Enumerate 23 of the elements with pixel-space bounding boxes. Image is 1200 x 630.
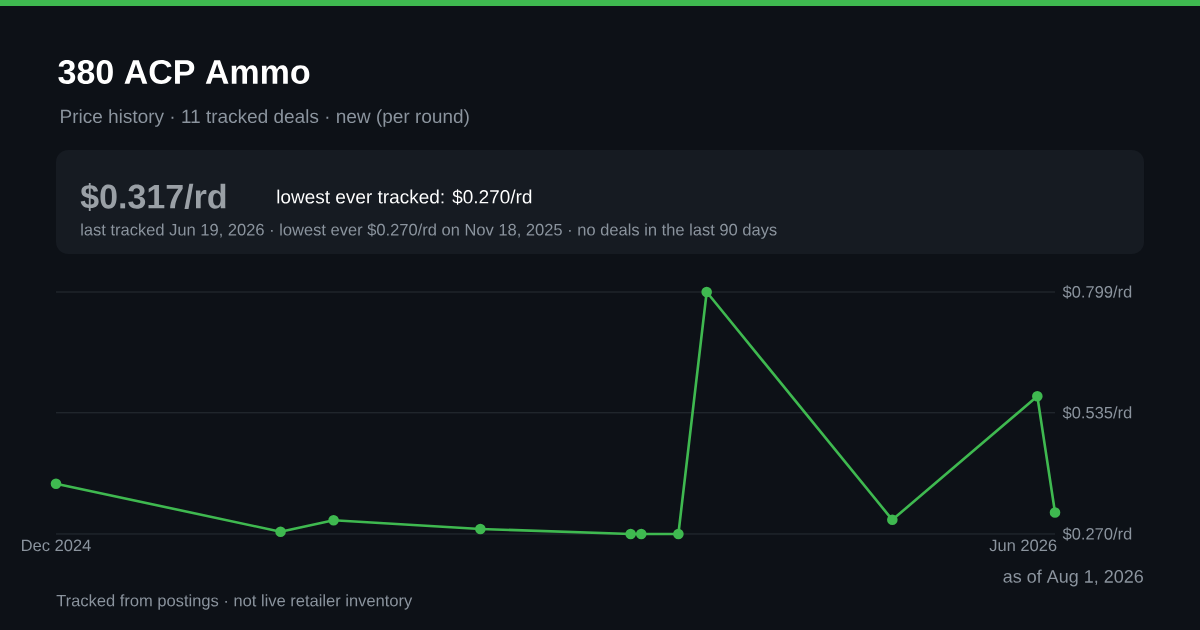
point (625, 528, 636, 540)
text: $0.317/rd (80, 183, 226, 211)
y-tick-label: $0.799/rd (1062, 285, 1132, 299)
point (328, 514, 339, 526)
point (1032, 391, 1043, 402)
point (1049, 507, 1061, 518)
y-tick-label: $0.270/rd (1062, 527, 1132, 541)
point (275, 526, 286, 538)
point (887, 514, 898, 526)
text: lowest ever tracked: $0.270/rd (277, 189, 532, 205)
text: Tracked from postings · not live retailer inventory (56, 594, 413, 610)
point (635, 528, 647, 540)
chart-title: 380 ACP Ammo (58, 59, 310, 85)
point (475, 523, 486, 535)
x-tick-label: Dec 2024 (22, 539, 91, 552)
text: last tracked Jun 19, 2026 · lowest ever $0.270/rd on Nov 18, 2025 · no deals in the last 90 days (81, 223, 777, 239)
x-tick-label: Jun 2026 (989, 539, 1057, 552)
point (50, 478, 62, 489)
point (673, 528, 684, 540)
point (701, 286, 712, 298)
chart-subtitle: Price history · 11 tracked deals · new (per round) (61, 109, 469, 127)
y-tick-label: $0.535/rd (1062, 406, 1132, 420)
text: as of Aug 1, 2026 (1003, 569, 1143, 587)
